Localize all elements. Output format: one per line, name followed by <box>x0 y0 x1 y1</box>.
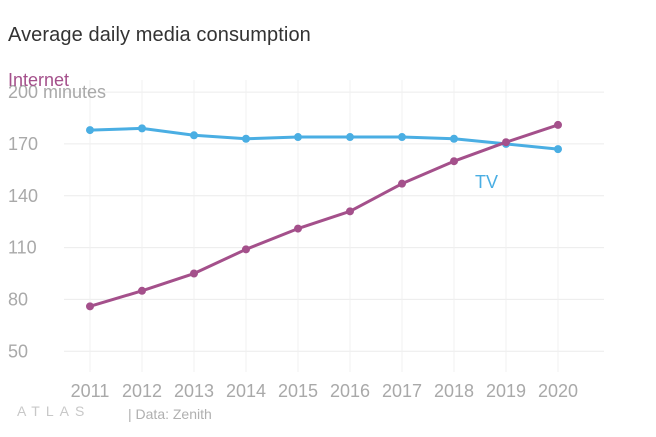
y-tick-label-170: 170 <box>8 134 38 154</box>
chart-title: Average daily media consumption <box>8 24 311 46</box>
point-tv-2017 <box>398 133 406 142</box>
atlas-logo: ATLAS <box>17 403 91 419</box>
point-internet-2019 <box>502 138 510 147</box>
point-internet-2018 <box>450 157 458 166</box>
point-internet-2016 <box>346 207 354 216</box>
point-internet-2011 <box>86 302 94 311</box>
point-tv-2013 <box>190 131 198 140</box>
x-tick-label-2011: 2011 <box>71 381 110 401</box>
point-internet-2015 <box>294 224 302 233</box>
x-tick-label-2020: 2020 <box>538 381 578 401</box>
series-line-tv <box>88 126 560 151</box>
x-tick-label-2014: 2014 <box>226 381 266 401</box>
y-tick-label-200: 200 minutes <box>8 82 106 102</box>
x-tick-label-2017: 2017 <box>382 381 422 401</box>
x-tick-label-2016: 2016 <box>330 381 370 401</box>
series-group <box>86 120 562 311</box>
y-tick-label-80: 80 <box>8 289 28 309</box>
point-internet-2012 <box>138 286 146 295</box>
point-tv-2020 <box>554 145 562 154</box>
x-tick-label-2018: 2018 <box>434 381 474 401</box>
point-internet-2020 <box>554 120 562 129</box>
point-tv-2016 <box>346 133 354 142</box>
point-tv-2015 <box>294 133 302 142</box>
y-tick-label-110: 110 <box>8 238 37 258</box>
point-internet-2017 <box>398 179 406 188</box>
y-axis-ticks: 50 80 110 140 170 200 minutes <box>8 82 106 361</box>
y-tick-label-50: 50 <box>8 341 28 361</box>
series-line-internet <box>88 123 560 308</box>
point-internet-2014 <box>242 245 250 254</box>
x-tick-label-2012: 2012 <box>122 381 162 401</box>
point-tv-2014 <box>242 134 250 143</box>
x-tick-label-2013: 2013 <box>174 381 214 401</box>
x-tick-label-2015: 2015 <box>278 381 318 401</box>
y-tick-label-140: 140 <box>8 186 38 206</box>
x-axis-ticks: 2011 2012 2013 2014 2015 2016 2017 2018 2019 2020 <box>71 381 578 401</box>
point-tv-2018 <box>450 134 458 143</box>
point-tv-2011 <box>86 126 94 135</box>
point-tv-2012 <box>138 124 146 133</box>
data-source: | Data: Zenith <box>128 406 212 422</box>
point-internet-2013 <box>190 269 198 278</box>
series-label-internet: Internet <box>8 70 69 90</box>
series-labels: Internet TV <box>8 70 498 192</box>
grid-lines <box>64 80 604 372</box>
x-tick-label-2019: 2019 <box>486 381 526 401</box>
series-label-tv: TV <box>475 172 498 192</box>
